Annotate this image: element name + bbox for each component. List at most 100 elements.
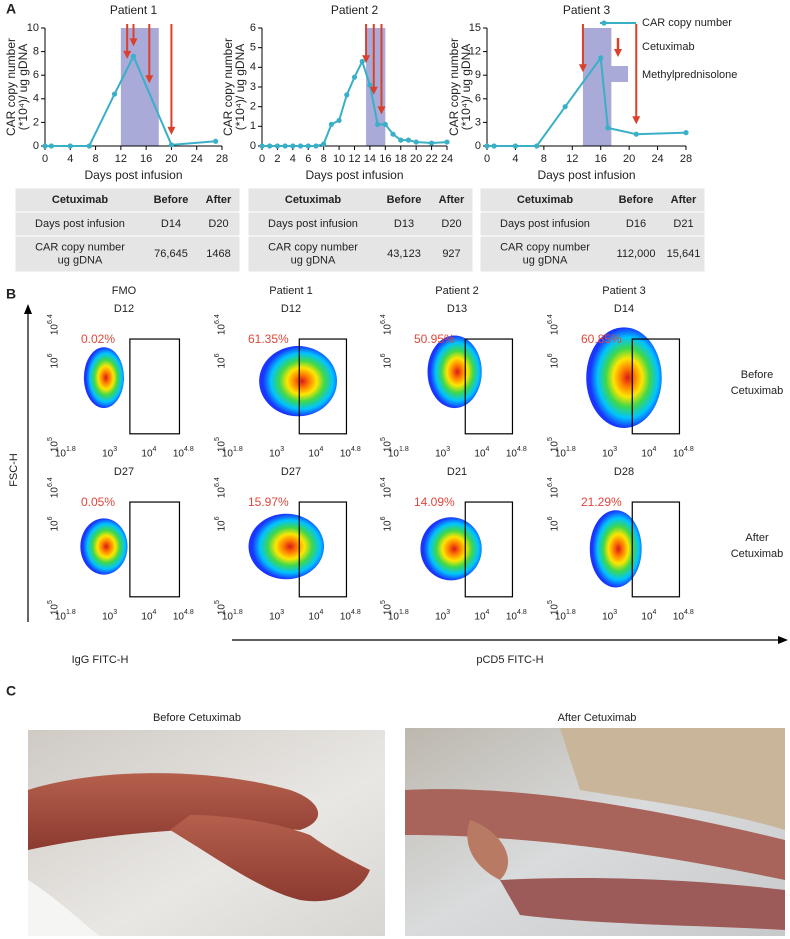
y-tick-label: 105 xyxy=(214,437,228,452)
y-tick-label: 106 xyxy=(47,516,61,531)
density-blob xyxy=(248,513,325,580)
chart-title: Patient 2 xyxy=(331,3,379,17)
gate-percent: 60.85% xyxy=(581,332,622,346)
x-tick-exp: 4.8 xyxy=(351,609,361,616)
x-tick-exp: 4.8 xyxy=(684,446,694,453)
gate-percent: 61.35% xyxy=(248,332,289,346)
x-tick-base: 10 xyxy=(673,449,685,460)
table-row-bg xyxy=(14,235,241,273)
y-tick-base: 10 xyxy=(550,487,561,499)
x-tick-label: 20 xyxy=(623,153,635,165)
x-tick-label: 16 xyxy=(379,153,391,165)
x-tick-label: 10 xyxy=(333,153,345,165)
y-tick-base: 10 xyxy=(217,324,228,336)
cetuximab-arrow xyxy=(369,24,378,95)
gate xyxy=(631,338,681,435)
x-tick-exp: 4.8 xyxy=(184,609,194,616)
x-tick-exp: 3 xyxy=(280,609,284,616)
x-tick-base: 10 xyxy=(602,612,614,623)
y-tick-label: 3 xyxy=(250,81,256,93)
y-tick-label: 10 xyxy=(27,22,39,34)
table-header: After xyxy=(439,194,465,206)
y-tick-exp: 6 xyxy=(47,353,54,357)
table-row-bg xyxy=(247,187,474,213)
y-tick-exp: 6.4 xyxy=(47,477,54,487)
y-tick-exp: 6 xyxy=(547,516,554,520)
y-tick-label: 3 xyxy=(475,116,481,128)
data-point xyxy=(274,143,281,149)
data-point xyxy=(290,143,296,149)
data-point xyxy=(336,117,342,124)
x-axis-label: pCD5 FITC-H xyxy=(476,654,543,666)
y-tick-base: 10 xyxy=(550,604,561,616)
x-tick-exp: 4.8 xyxy=(684,609,694,616)
y-tick-exp: 6.4 xyxy=(214,477,221,487)
x-tick-base: 10 xyxy=(173,612,185,623)
data-point xyxy=(605,125,611,131)
x-tick-exp: 4 xyxy=(153,446,157,453)
y-tick-label: 105 xyxy=(547,437,561,452)
chart-title: Patient 1 xyxy=(110,3,158,17)
cetuximab-arrow xyxy=(362,24,371,64)
y-tick-label: 105 xyxy=(214,600,228,615)
gate xyxy=(464,501,514,598)
x-tick-label: 0 xyxy=(42,153,48,165)
x-tick-label: 4 xyxy=(290,153,296,165)
y-tick-exp: 6 xyxy=(214,516,221,520)
series-line xyxy=(45,53,216,147)
y-tick-base: 10 xyxy=(217,487,228,499)
x-tick-exp: 1.8 xyxy=(66,609,76,616)
data-point xyxy=(382,121,388,127)
x-tick-base: 10 xyxy=(435,612,447,623)
photo-after xyxy=(405,728,785,936)
data-point xyxy=(683,130,689,136)
y-tick-base: 10 xyxy=(50,487,61,499)
y-tick-label: 106.4 xyxy=(47,477,61,498)
data-point xyxy=(259,143,265,149)
data-point xyxy=(111,91,118,97)
arrow-head xyxy=(778,636,788,644)
data-point xyxy=(428,140,435,146)
x-tick-base: 10 xyxy=(506,449,518,460)
data-point xyxy=(344,92,350,98)
y-tick-exp: 6 xyxy=(214,353,221,357)
y-tick-base: 10 xyxy=(383,487,394,499)
x-tick-label: 12 xyxy=(566,153,578,165)
gate-percent: 0.05% xyxy=(81,495,115,509)
table-cell: ug gDNA xyxy=(58,254,103,266)
panel-label: A xyxy=(6,1,16,17)
y-tick-label: 1 xyxy=(250,120,256,132)
y-tick-label: 105 xyxy=(380,600,394,615)
row-label: After xyxy=(745,532,769,544)
table-cell: D20 xyxy=(441,218,461,230)
x-tick-base: 10 xyxy=(269,612,281,623)
data-point xyxy=(48,143,54,149)
x-axis-label: IgG FITC-H xyxy=(72,654,129,666)
x-tick-exp: 3 xyxy=(446,446,450,453)
y-tick-label: 106.4 xyxy=(547,477,561,498)
y-tick-label: 0 xyxy=(250,140,256,152)
data-point xyxy=(375,121,381,127)
chart-title: Patient 3 xyxy=(563,3,611,17)
data-point xyxy=(484,143,490,149)
y-tick-base: 10 xyxy=(550,357,561,369)
photo-before xyxy=(28,730,385,936)
y-tick-label: 6 xyxy=(475,93,481,105)
table-row-bg xyxy=(14,187,241,213)
x-tick-label: 0 xyxy=(259,153,265,165)
table-cell: 1468 xyxy=(206,248,230,260)
gate xyxy=(631,501,681,598)
data-point xyxy=(130,53,137,59)
arrow-head xyxy=(377,106,386,115)
x-tick-exp: 1.8 xyxy=(233,446,243,453)
x-tick-exp: 4.8 xyxy=(184,446,194,453)
x-tick-base: 10 xyxy=(474,449,486,460)
panel-label: B xyxy=(6,286,16,302)
x-tick-exp: 3 xyxy=(613,609,617,616)
x-axis-label: Days post infusion xyxy=(537,168,635,182)
table-cell: CAR copy number xyxy=(35,241,125,253)
arrow-head xyxy=(129,38,138,47)
table-row-bg xyxy=(247,211,474,237)
x-tick-base: 10 xyxy=(602,449,614,460)
x-tick-base: 10 xyxy=(308,612,320,623)
